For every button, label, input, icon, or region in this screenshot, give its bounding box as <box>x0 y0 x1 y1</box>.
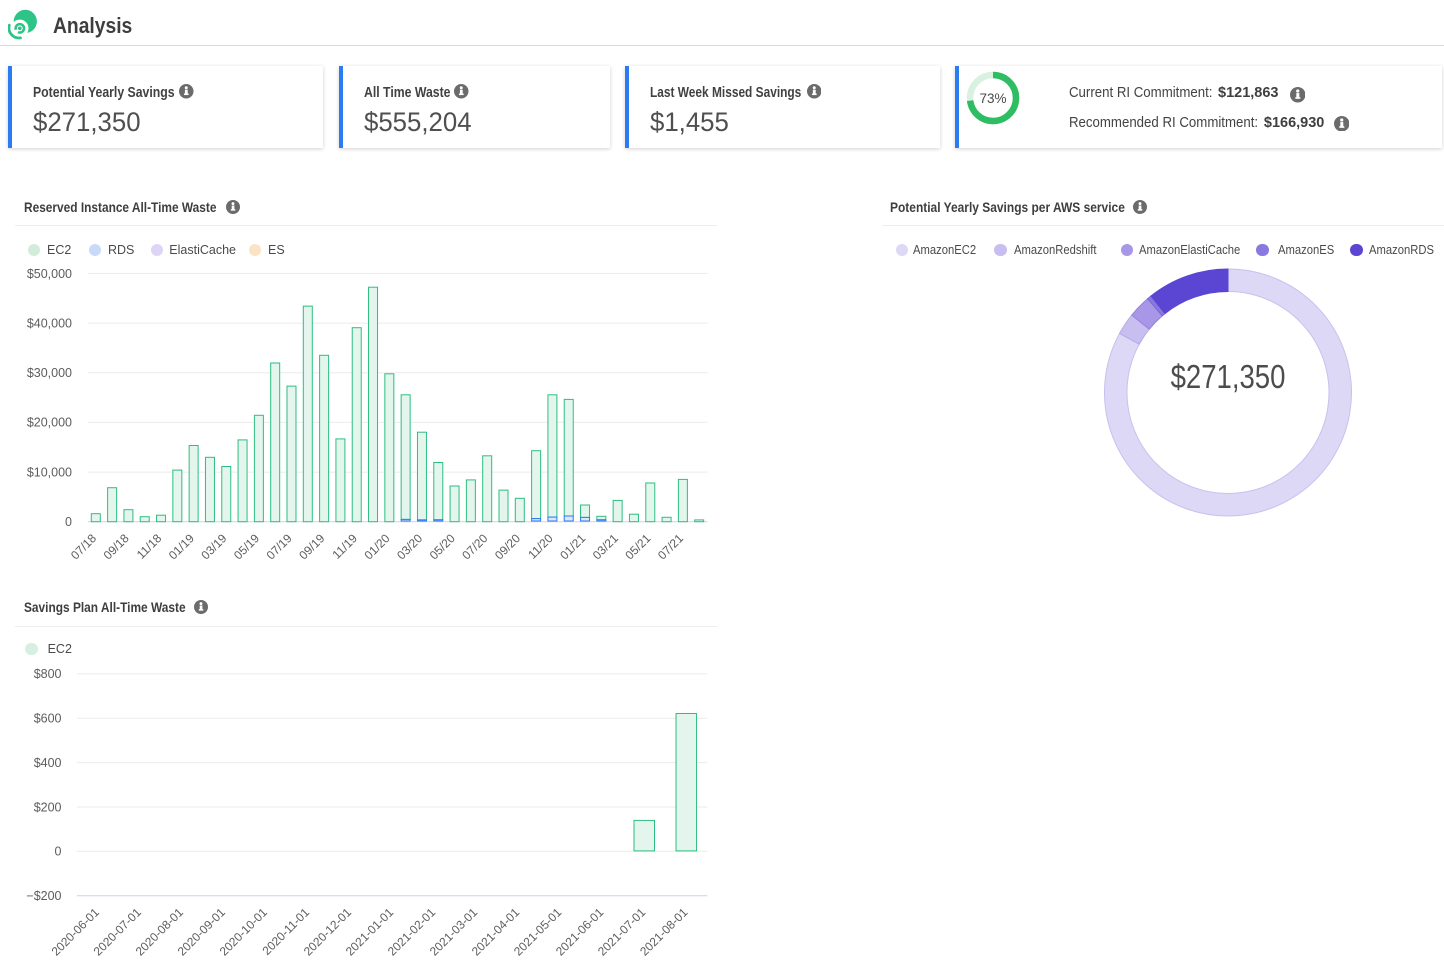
svg-text:09/20: 09/20 <box>492 531 523 562</box>
svg-text:07/20: 07/20 <box>459 531 490 562</box>
svg-text:03/19: 03/19 <box>198 531 229 562</box>
svg-text:05/19: 05/19 <box>231 531 262 562</box>
svg-text:11/18: 11/18 <box>134 531 165 562</box>
svg-text:$800: $800 <box>34 667 62 681</box>
svg-text:$20,000: $20,000 <box>27 416 72 430</box>
svg-text:05/21: 05/21 <box>622 531 653 562</box>
svg-text:$30,000: $30,000 <box>27 366 72 380</box>
svg-text:07/19: 07/19 <box>264 531 295 562</box>
svg-text:01/20: 01/20 <box>361 531 392 562</box>
svg-text:$10,000: $10,000 <box>27 465 72 479</box>
svg-text:01/19: 01/19 <box>166 531 197 562</box>
svg-text:$50,000: $50,000 <box>27 267 72 281</box>
svg-text:03/21: 03/21 <box>590 531 621 562</box>
svg-text:0: 0 <box>55 845 62 859</box>
svg-text:$40,000: $40,000 <box>27 316 72 330</box>
svg-text:$271,350: $271,350 <box>1171 358 1286 395</box>
svg-text:01/21: 01/21 <box>557 531 588 562</box>
svg-text:0: 0 <box>65 515 72 529</box>
svg-text:03/20: 03/20 <box>394 531 425 562</box>
svg-text:05/20: 05/20 <box>427 531 458 562</box>
svg-text:09/18: 09/18 <box>101 531 132 562</box>
svg-text:07/18: 07/18 <box>68 531 99 562</box>
svg-text:11/20: 11/20 <box>525 531 556 562</box>
svg-text:$600: $600 <box>34 712 62 726</box>
svg-text:$200: $200 <box>34 800 62 814</box>
svg-text:$400: $400 <box>34 756 62 770</box>
svg-text:−$200: −$200 <box>26 889 61 903</box>
svg-text:09/19: 09/19 <box>296 531 327 562</box>
svg-text:07/21: 07/21 <box>655 531 686 562</box>
svg-text:11/19: 11/19 <box>330 531 361 562</box>
